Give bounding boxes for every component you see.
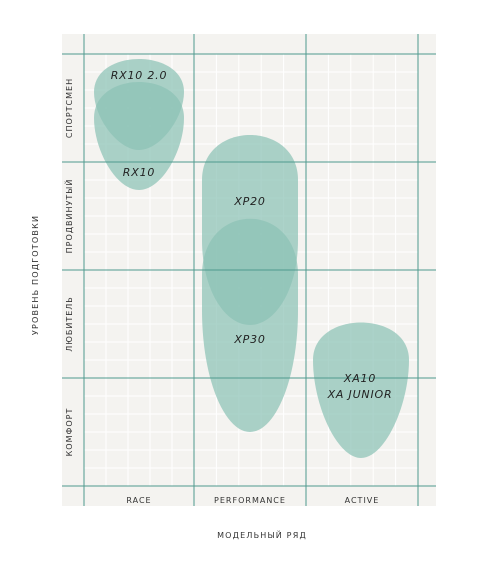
x-tick-label: ACTIVE	[345, 496, 380, 505]
y-axis-ticks: КОМФОРТ ЛЮБИТЕЛЬ ПРОДВИНУТЫЙ СПОРТСМЕН	[63, 78, 74, 456]
x-axis-ticks: RACE PERFORMANCE ACTIVE	[126, 496, 380, 505]
zone-xp30	[202, 218, 298, 432]
label-xp20: XP20	[233, 195, 265, 208]
x-tick-label: RACE	[126, 496, 151, 505]
label-xp30: XP30	[233, 333, 265, 346]
x-axis-title: МОДЕЛЬНЫЙ РЯД	[217, 529, 307, 540]
y-tick-label: ПРОДВИНУТЫЙ	[63, 179, 74, 254]
major-grid	[62, 34, 436, 506]
label-xa-junior: XA JUNIOR	[327, 388, 393, 401]
y-tick-label: СПОРТСМЕН	[65, 78, 74, 138]
zone-xa10	[313, 322, 409, 458]
y-tick-label: ЛЮБИТЕЛЬ	[65, 296, 74, 352]
x-tick-label: PERFORMANCE	[214, 496, 286, 505]
zone-rx10	[94, 82, 184, 190]
label-rx10: RX10	[123, 166, 155, 179]
product-zones	[94, 59, 409, 458]
label-xa10: XA10	[343, 372, 376, 385]
y-tick-label: КОМФОРТ	[65, 408, 74, 457]
y-axis-title: УРОВЕНЬ ПОДГОТОВКИ	[31, 215, 40, 335]
label-rx10-2-0: RX10 2.0	[111, 69, 168, 82]
